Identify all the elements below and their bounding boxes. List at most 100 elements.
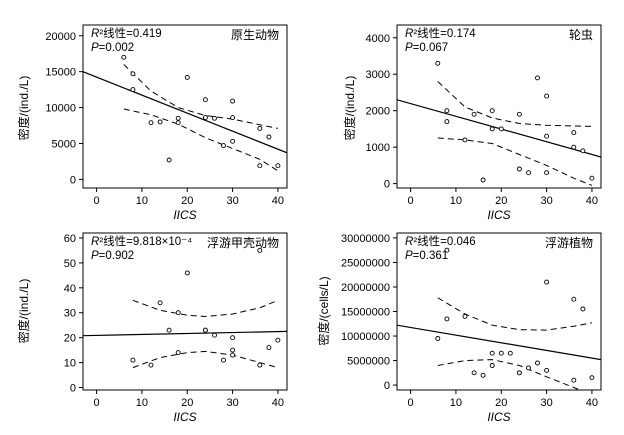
r-squared-label: R²线性=0.046 [405, 234, 476, 248]
x-tick-label: 10 [136, 195, 148, 207]
data-point [121, 54, 127, 60]
data-point [589, 175, 595, 181]
y-tick-label: 30000000 [341, 233, 390, 245]
data-point [130, 357, 136, 363]
data-point [489, 108, 495, 114]
data-point [471, 370, 477, 376]
x-tick-label: 30 [226, 397, 238, 409]
panel-title: 原生动物 [231, 28, 279, 42]
data-point [544, 279, 550, 285]
x-tick-label: 40 [272, 195, 284, 207]
data-point [257, 163, 263, 169]
panel-title: 浮游甲壳动物 [207, 236, 279, 250]
data-point [544, 170, 550, 176]
r-squared-value: ²线性=0.046 [413, 234, 475, 248]
data-point [516, 166, 522, 172]
data-point [462, 137, 468, 143]
data-point [544, 367, 550, 373]
plot-frame [82, 24, 288, 189]
x-tick-label: 40 [586, 397, 598, 409]
x-tick-label: 0 [94, 195, 100, 207]
data-point [266, 134, 272, 140]
y-tick-label: 4000 [366, 33, 390, 45]
y-tick-label: 2000 [366, 106, 390, 118]
data-point [175, 310, 181, 316]
data-point [166, 157, 172, 163]
data-point [580, 306, 586, 312]
y-tick-label: 3000 [366, 69, 390, 81]
p-symbol: P [91, 250, 99, 262]
y-tick-label: 5000 [52, 138, 76, 150]
y-tick-label: 0 [384, 179, 390, 191]
r-squared-label: R²线性=0.174 [405, 26, 476, 40]
confidence-band-upper [437, 81, 592, 127]
p-value: =0.067 [413, 42, 449, 54]
x-tick-label: 10 [450, 397, 462, 409]
data-point [257, 362, 263, 368]
confidence-band-lower [437, 137, 593, 186]
confidence-band-lower [437, 359, 582, 390]
x-tick-label: 20 [181, 397, 193, 409]
x-tick-label: 0 [94, 397, 100, 409]
data-point [444, 316, 450, 322]
p-value: =0.002 [99, 42, 135, 54]
data-point [489, 363, 495, 368]
p-symbol: P [405, 250, 413, 262]
data-point [257, 247, 263, 253]
confidence-band-upper [132, 299, 279, 318]
data-point [175, 115, 181, 121]
p-value-label: P=0.902 [91, 250, 134, 262]
data-point [221, 357, 226, 363]
y-tick-label: 20000000 [341, 282, 390, 294]
p-value-label: P=0.002 [91, 42, 134, 54]
data-point [166, 327, 172, 333]
data-point [480, 177, 486, 183]
data-point [148, 362, 154, 368]
y-tick-label: 1000 [366, 142, 390, 154]
y-axis-title: 密度/(ind./L) [342, 76, 357, 141]
data-point [571, 130, 577, 136]
chart-panel-1: 0 10 20 30 40 0 5000 10000 15000 20000 IICS 密度/(ind… [16, 24, 288, 222]
x-tick-label: 20 [495, 195, 507, 207]
data-point [498, 126, 504, 132]
data-point [571, 296, 577, 302]
data-point [157, 119, 163, 125]
data-point [535, 360, 540, 366]
data-point [202, 327, 208, 333]
plot-area [397, 60, 601, 186]
x-tick-label: 10 [136, 397, 148, 409]
x-tick-label: 40 [586, 195, 598, 207]
data-point [589, 375, 595, 381]
data-point [257, 125, 263, 131]
data-point [489, 350, 495, 356]
data-point [230, 115, 236, 121]
y-tick-label: 25000000 [341, 257, 390, 269]
y-axis-title: 密度/(ind./L) [16, 76, 31, 141]
data-point [230, 335, 236, 341]
data-point [184, 270, 190, 276]
x-axis-title: IICS [487, 208, 510, 222]
chart-panel-3: 0 10 20 30 40 0 10 20 30 40 50 60 IICS 密度/(ind./L) R²线… [16, 232, 288, 424]
data-point [157, 300, 163, 306]
x-tick-label: 30 [226, 195, 238, 207]
data-point [184, 74, 190, 80]
data-point [202, 115, 208, 121]
data-point [580, 148, 586, 154]
y-axis-title: 密度/(ind./L) [16, 279, 31, 344]
data-point [221, 143, 226, 149]
regression-line [83, 330, 287, 337]
plot-area [397, 247, 601, 390]
data-point [266, 345, 272, 351]
p-value: =0.361 [413, 250, 449, 262]
y-tick-label: 10000000 [341, 331, 390, 343]
y-tick-label: 50 [64, 258, 76, 270]
data-point [526, 365, 531, 371]
x-axis-title: IICS [173, 410, 196, 424]
data-point [444, 108, 450, 114]
x-axis-title: IICS [487, 410, 510, 424]
p-value: =0.902 [99, 250, 135, 262]
plot-frame [82, 232, 288, 391]
r-squared-value: ²线性=0.419 [99, 26, 161, 40]
confidence-band-upper [437, 297, 592, 331]
